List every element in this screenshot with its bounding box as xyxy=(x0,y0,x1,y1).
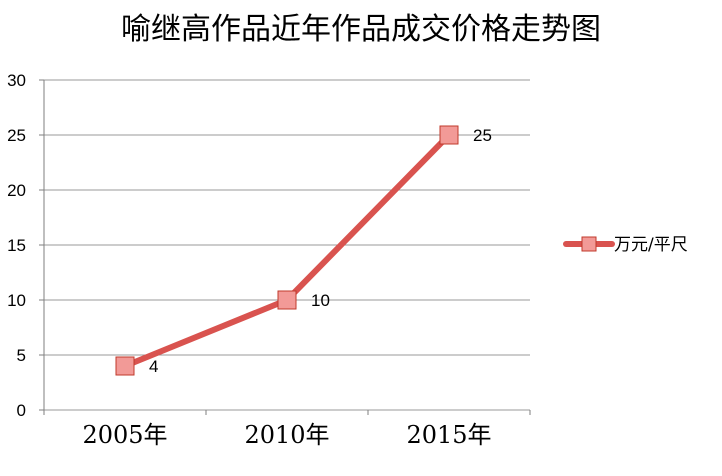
y-tick-label: 20 xyxy=(7,181,26,200)
series-line xyxy=(122,132,452,369)
x-tick-label: 2015年 xyxy=(406,421,491,449)
data-label: 4 xyxy=(149,357,158,376)
chart-title: 喻继高作品近年作品成交价格走势图 xyxy=(121,12,601,47)
y-tick-label: 30 xyxy=(7,71,26,90)
y-tick-label: 25 xyxy=(7,126,26,145)
legend-marker-swatch xyxy=(581,236,597,252)
y-tick-label: 5 xyxy=(17,346,26,365)
x-tick-label: 2010年 xyxy=(244,421,329,449)
y-tick-label: 15 xyxy=(7,236,26,255)
legend-label: 万元/平尺 xyxy=(614,235,688,255)
data-point-marker xyxy=(277,290,297,310)
data-point-marker xyxy=(439,125,459,145)
data-label: 25 xyxy=(473,126,492,145)
x-tick-label: 2005年 xyxy=(82,421,167,449)
y-tick-label: 0 xyxy=(17,401,26,420)
data-point-marker xyxy=(115,356,135,376)
y-tick-label: 10 xyxy=(7,291,26,310)
data-label: 10 xyxy=(311,291,330,310)
